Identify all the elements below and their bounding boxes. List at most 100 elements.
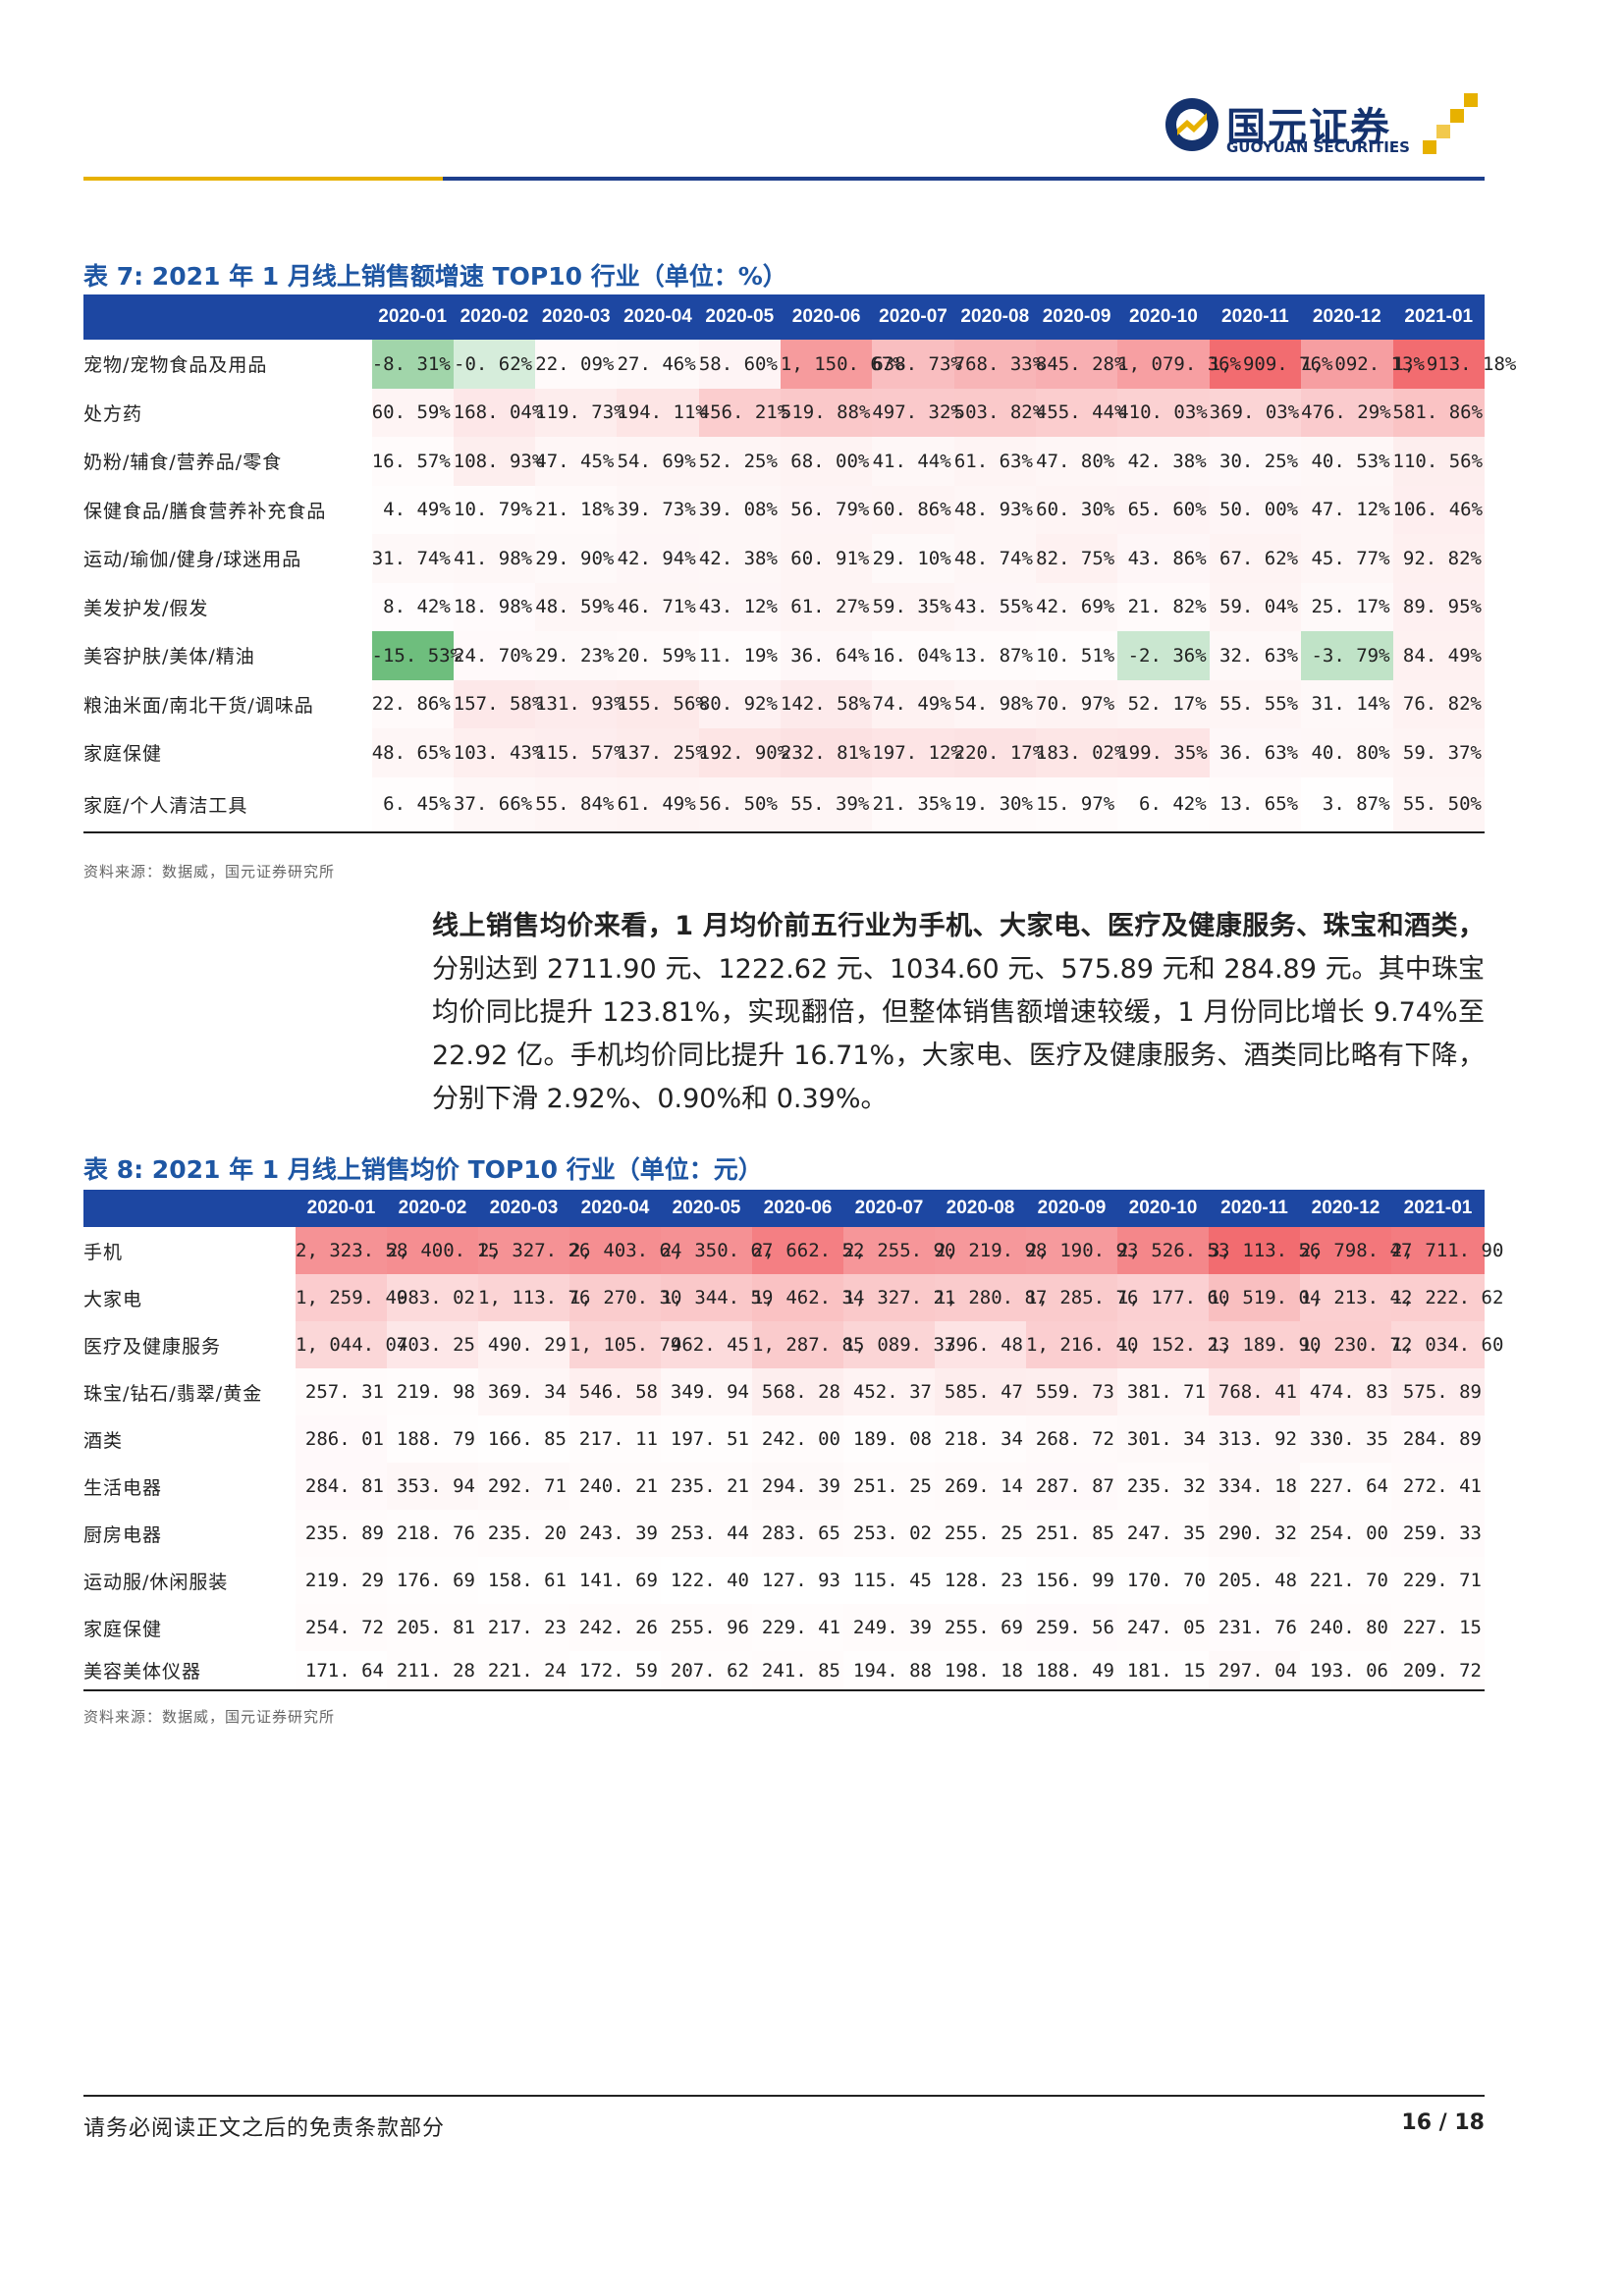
- column-header: 2020-07: [872, 294, 954, 340]
- table-cell: 3, 113. 56: [1209, 1227, 1321, 1274]
- table-cell: 194. 88: [843, 1651, 935, 1691]
- table-cell: 188. 79: [387, 1415, 478, 1463]
- table-cell: 58. 60%: [698, 340, 781, 389]
- column-header: 2020-02: [453, 294, 536, 340]
- table-cell: 25. 17%: [1301, 582, 1393, 631]
- table-cell: 575. 89: [1391, 1368, 1485, 1415]
- table-cell: 268. 72: [1026, 1415, 1117, 1463]
- table-cell: 207. 62: [661, 1651, 752, 1691]
- table-cell: 55. 39%: [780, 776, 873, 833]
- table-cell: 21. 35%: [872, 776, 954, 833]
- table-cell: 2, 798. 47: [1300, 1227, 1412, 1274]
- column-header: 2020-08: [953, 294, 1036, 340]
- row-label: 宠物/宠物食品及用品: [83, 354, 268, 377]
- table-cell: 455. 44%: [1035, 388, 1125, 437]
- table-cell: 11. 19%: [698, 631, 781, 680]
- table-cell: 1, 189. 90: [1209, 1321, 1321, 1368]
- table-cell: 410. 03%: [1117, 388, 1210, 437]
- table-cell: 52. 17%: [1117, 679, 1210, 728]
- table-cell: 227. 15: [1391, 1604, 1485, 1651]
- table-cell: 119. 73%: [535, 388, 625, 437]
- table-row: 家庭保健 254. 72 205. 81 217. 23 242. 26 255. 96 2…: [83, 1604, 1485, 1651]
- paragraph-lead: 线上销售均价来看，1 月均价前五行业为手机、大家电、医疗及健康服务、珠宝和酒类，: [432, 911, 1485, 941]
- column-header: 2020-09: [1026, 1190, 1117, 1227]
- table-cell: 209. 72: [1391, 1651, 1485, 1691]
- table-row: 美容美体仪器 171. 64 211. 28 221. 24 172. 59 207. 6…: [83, 1651, 1485, 1691]
- table-cell: 197. 51: [661, 1415, 752, 1463]
- table-cell: 21. 82%: [1117, 582, 1210, 631]
- table-row: 医疗及健康服务 1, 044. 04 703. 25 490. 29 1, 105. 7…: [83, 1321, 1503, 1368]
- table-cell: 47. 45%: [535, 437, 618, 486]
- table-cell: 1, 344. 59: [661, 1274, 773, 1321]
- row-label: 医疗及健康服务: [83, 1335, 222, 1358]
- table-cell: 6. 45%: [371, 776, 454, 833]
- table-cell: 242. 26: [569, 1604, 661, 1651]
- table-cell: 65. 60%: [1117, 485, 1210, 534]
- table-cell: 56. 79%: [780, 485, 873, 534]
- table-row: 家庭保健 48. 65% 103. 43% 115. 57% 137. 25% 192. …: [83, 728, 1485, 777]
- table-cell: 1, 216. 40: [1026, 1321, 1138, 1368]
- table-cell: 193. 06: [1300, 1651, 1391, 1691]
- table-cell: 1, 113. 76: [478, 1274, 590, 1321]
- body-paragraph: 线上销售均价来看，1 月均价前五行业为手机、大家电、医疗及健康服务、珠宝和酒类，…: [432, 905, 1485, 1121]
- table-cell: 55. 50%: [1392, 776, 1485, 833]
- table-row: 美发护发/假发 8. 42% 18. 98% 48. 59% 46. 71% 43. 12…: [83, 582, 1485, 631]
- table-cell: 247. 35: [1117, 1510, 1209, 1557]
- table-cell: 141. 69: [569, 1557, 661, 1604]
- table-cell: 232. 81%: [780, 728, 873, 777]
- table-cell: 27. 46%: [617, 340, 699, 389]
- table-cell: 235. 32: [1117, 1463, 1209, 1510]
- table-cell: 503. 82%: [953, 388, 1044, 437]
- column-header: 2020-05: [661, 1190, 752, 1227]
- table-cell: 313. 92: [1209, 1415, 1300, 1463]
- table-cell: 241. 85: [752, 1651, 843, 1691]
- table-cell: 259. 56: [1026, 1604, 1117, 1651]
- table-cell: 84. 49%: [1392, 631, 1485, 680]
- table-cell: 205. 48: [1209, 1557, 1300, 1604]
- table-cell: 59. 04%: [1209, 582, 1302, 631]
- table-cell: 2, 255. 90: [843, 1227, 955, 1274]
- table-cell: 490. 29: [478, 1321, 569, 1368]
- footer-disclaimer: 请务必阅读正文之后的免责条款部分: [83, 2116, 446, 2141]
- table-cell: 166. 85: [478, 1415, 569, 1463]
- table-cell: 32. 63%: [1209, 631, 1302, 680]
- table-cell: 170. 70: [1117, 1557, 1209, 1604]
- table-cell: 60. 30%: [1035, 485, 1118, 534]
- table-cell: 334. 18: [1209, 1463, 1300, 1510]
- table-cell: 283. 65: [752, 1510, 843, 1557]
- table-cell: 249. 39: [843, 1604, 935, 1651]
- table-cell: 41. 44%: [872, 437, 954, 486]
- table-cell: 231. 76: [1209, 1604, 1300, 1651]
- column-header: 2020-11: [1209, 294, 1302, 340]
- table-cell: 42. 94%: [617, 534, 699, 583]
- table-cell: 54. 69%: [617, 437, 699, 486]
- table-cell: 255. 96: [661, 1604, 752, 1651]
- table-cell: 60. 91%: [780, 534, 873, 583]
- table-cell: -2. 36%: [1117, 631, 1210, 680]
- table-cell: 6. 42%: [1117, 776, 1210, 833]
- table-cell: 330. 35: [1300, 1415, 1391, 1463]
- column-header: 2020-10: [1117, 1190, 1209, 1227]
- table-cell: 39. 73%: [617, 485, 699, 534]
- table-cell: 221. 70: [1300, 1557, 1391, 1604]
- table-row: 奶粉/辅食/营养品/零食 16. 57% 108. 93% 47. 45% 54. 69…: [83, 437, 1485, 486]
- table-cell: 40. 80%: [1301, 728, 1393, 777]
- row-label: 家庭保健: [83, 1618, 163, 1640]
- column-header: 2020-07: [843, 1190, 935, 1227]
- table-cell: 56. 50%: [698, 776, 781, 833]
- table-cell: 581. 86%: [1392, 388, 1485, 437]
- table-cell: 294. 39: [752, 1463, 843, 1510]
- table-cell: 1, 222. 62: [1391, 1274, 1503, 1321]
- table-cell: 585. 47: [935, 1368, 1026, 1415]
- table-cell: 2, 662. 52: [752, 1227, 864, 1274]
- table-row: 手机 2, 323. 58 2, 400. 15 2, 327. 26 2, 403. …: [83, 1227, 1503, 1274]
- column-header: 2020-05: [698, 294, 781, 340]
- table-cell: 192. 90%: [698, 728, 788, 777]
- table-cell: 31. 74%: [371, 534, 454, 583]
- table-cell: 962. 45: [661, 1321, 752, 1368]
- table-cell: 1, 150. 67%: [780, 340, 904, 389]
- table-cell: 48. 74%: [953, 534, 1036, 583]
- table-cell: 474. 83: [1300, 1368, 1391, 1415]
- column-header: 2020-12: [1300, 1190, 1391, 1227]
- table-cell: 183. 02%: [1035, 728, 1125, 777]
